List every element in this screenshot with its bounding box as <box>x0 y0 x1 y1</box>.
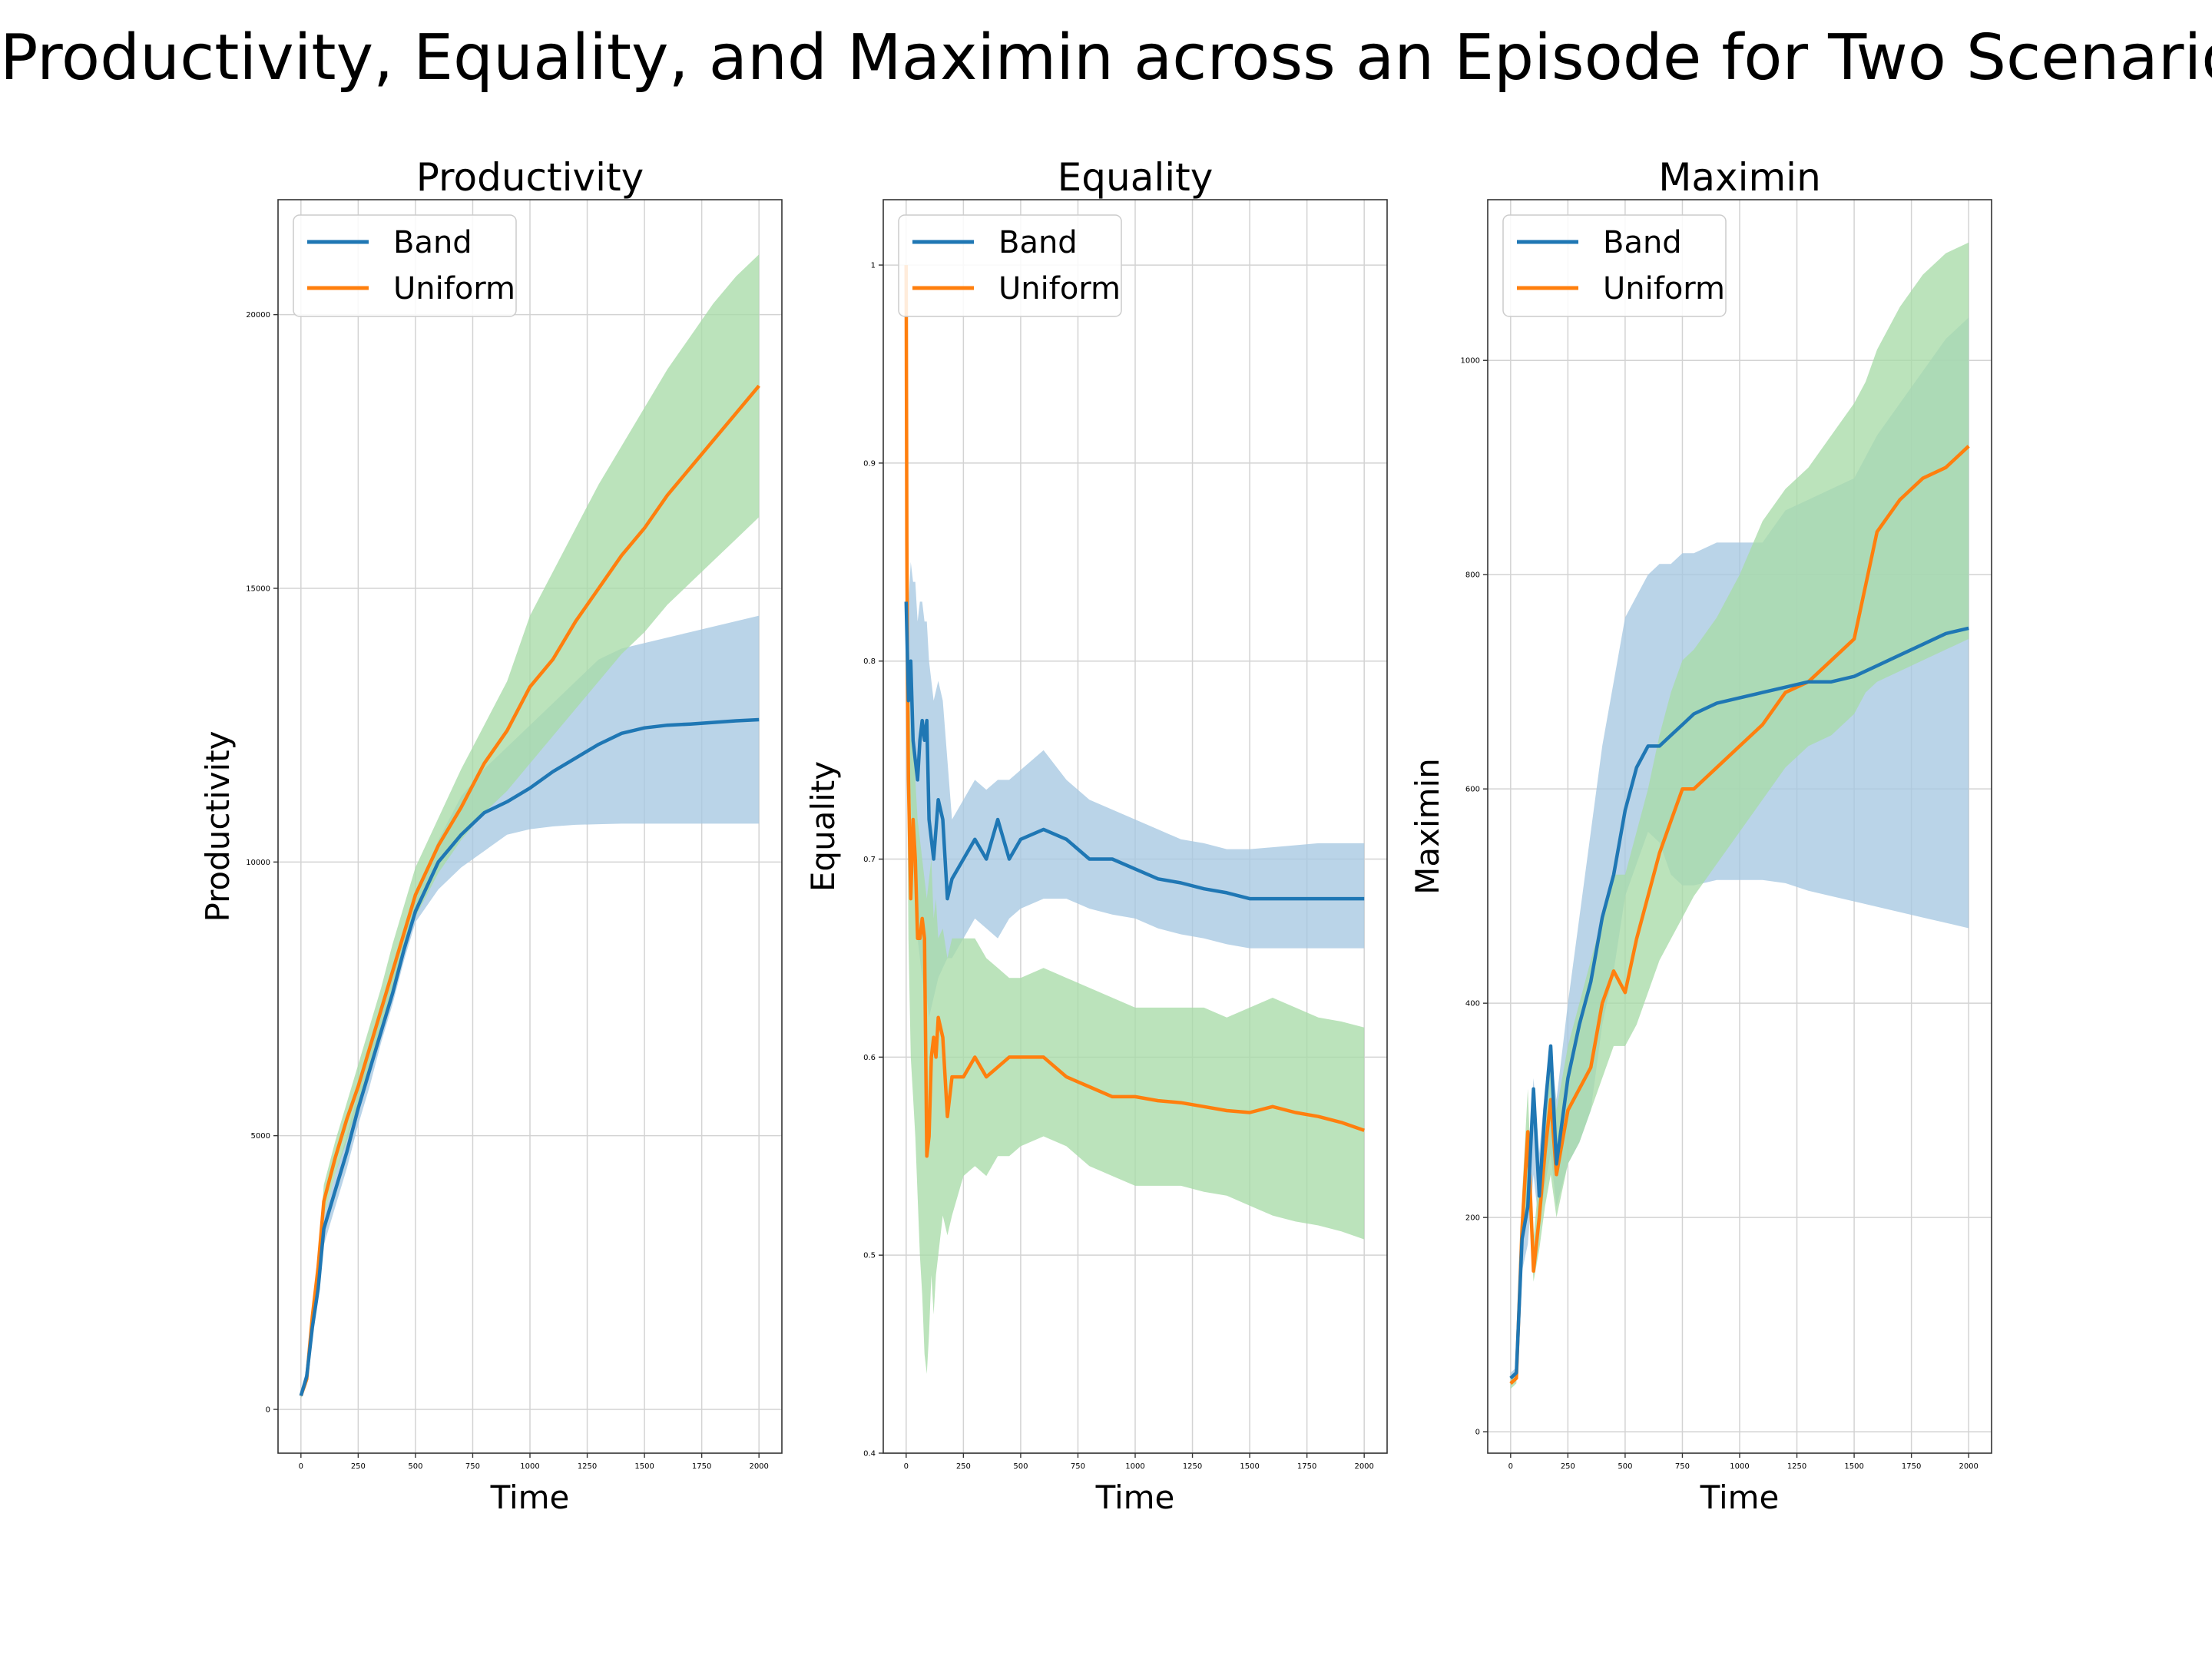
x-tick-label: 0 <box>299 1462 303 1471</box>
y-tick-label: 400 <box>1465 1000 1480 1008</box>
y-tick-label: 0 <box>1475 1429 1480 1437</box>
x-tick-label: 1750 <box>1297 1462 1316 1471</box>
y-tick-label: 0.8 <box>863 657 876 666</box>
series-line-band <box>299 717 760 1396</box>
x-tick-label: 750 <box>1675 1462 1690 1471</box>
y-tick-label: 5000 <box>251 1132 270 1141</box>
band-area-uniform <box>300 254 760 1399</box>
x-tick-label: 1750 <box>1902 1462 1921 1471</box>
legend-label-uniform: Uniform <box>1603 271 1725 306</box>
band-area-band <box>300 615 760 1399</box>
x-tick-label: 1250 <box>1787 1462 1806 1471</box>
y-tick-label: 800 <box>1465 571 1480 580</box>
x-tick-label: 2000 <box>1354 1462 1373 1471</box>
x-axis-label: Time <box>490 1479 570 1516</box>
y-axis-label: Equality <box>804 761 842 892</box>
confidence-bands <box>300 254 760 1399</box>
y-tick-label: 10000 <box>246 859 270 867</box>
x-tick-label: 750 <box>465 1462 480 1471</box>
x-tick-label: 250 <box>956 1462 971 1471</box>
x-tick-label: 250 <box>1561 1462 1575 1471</box>
legend-label-band: Band <box>1603 225 1682 260</box>
y-tick-label: 0.9 <box>863 459 876 468</box>
series-line-uniform <box>1509 445 1970 1385</box>
y-tick-label: 0 <box>266 1406 270 1414</box>
y-tick-label: 600 <box>1465 786 1480 794</box>
x-tick-label: 1000 <box>1730 1462 1749 1471</box>
subplot-productivity: 0 250 500 750 1000 1250 1500 1750 20000500010000… <box>199 155 783 1516</box>
x-tick-label: 0 <box>904 1462 909 1471</box>
x-tick-label: 2000 <box>749 1462 768 1471</box>
x-tick-label: 1250 <box>578 1462 597 1471</box>
x-axis-label: Time <box>1700 1479 1780 1516</box>
legend-label-band: Band <box>393 225 472 260</box>
subplot-equality: 0 250 500 750 1000 1250 1500 1750 2000 0.4 0.5 0.6 0… <box>804 155 1388 1516</box>
y-tick-label: 1000 <box>1461 357 1480 366</box>
y-tick-label: 0.4 <box>863 1450 876 1459</box>
subplot-title: Equality <box>1058 155 1214 200</box>
band-area-uniform <box>906 265 1365 1374</box>
x-tick-label: 1000 <box>1125 1462 1144 1471</box>
x-tick-label: 1500 <box>634 1462 654 1471</box>
x-axis-label: Time <box>1095 1479 1175 1516</box>
x-tick-label: 500 <box>408 1462 422 1471</box>
legend: Band Uniform <box>293 214 517 317</box>
y-tick-label: 15000 <box>246 584 270 593</box>
x-tick-label: 1500 <box>1844 1462 1863 1471</box>
y-tick-label: 0.5 <box>863 1252 876 1260</box>
x-tick-label: 1250 <box>1183 1462 1202 1471</box>
x-tick-label: 1000 <box>520 1462 539 1471</box>
subplot-maximin: 0 250 500 750 1000 1250 1500 1750 2000 0 200 400 600… <box>1409 155 1992 1516</box>
legend-label-band: Band <box>998 225 1078 260</box>
legend-label-uniform: Uniform <box>393 271 515 306</box>
x-tick-label: 250 <box>351 1462 366 1471</box>
y-tick-label: 20000 <box>246 311 270 320</box>
band-area-uniform <box>1510 242 1969 1389</box>
x-tick-label: 500 <box>1013 1462 1028 1471</box>
figure-title: Productivity, Equality, and Maximin acro… <box>0 22 2212 94</box>
legend-label-uniform: Uniform <box>998 271 1121 306</box>
series-line-uniform <box>299 384 760 1396</box>
y-tick-label: 0.7 <box>863 856 876 864</box>
series-line-band <box>1509 626 1969 1380</box>
legend: Band Uniform <box>898 214 1122 317</box>
subplot-title: Productivity <box>416 155 644 200</box>
series-line-uniform <box>904 265 1365 1158</box>
x-tick-label: 0 <box>1508 1462 1513 1471</box>
y-tick-label: 200 <box>1465 1214 1480 1223</box>
x-tick-label: 500 <box>1618 1462 1632 1471</box>
x-tick-label: 1500 <box>1240 1462 1259 1471</box>
confidence-bands <box>1510 242 1969 1389</box>
series-line-band <box>904 601 1365 901</box>
y-tick-label: 0.6 <box>863 1054 876 1062</box>
subplot-title: Maximin <box>1658 155 1821 200</box>
legend: Band Uniform <box>1502 214 1727 317</box>
x-tick-label: 1750 <box>692 1462 711 1471</box>
y-axis-label: Maximin <box>1409 758 1446 895</box>
x-tick-label: 2000 <box>1959 1462 1978 1471</box>
y-tick-label: 1 <box>871 262 876 270</box>
x-tick-label: 750 <box>1071 1462 1085 1471</box>
y-axis-label: Productivity <box>199 731 237 922</box>
